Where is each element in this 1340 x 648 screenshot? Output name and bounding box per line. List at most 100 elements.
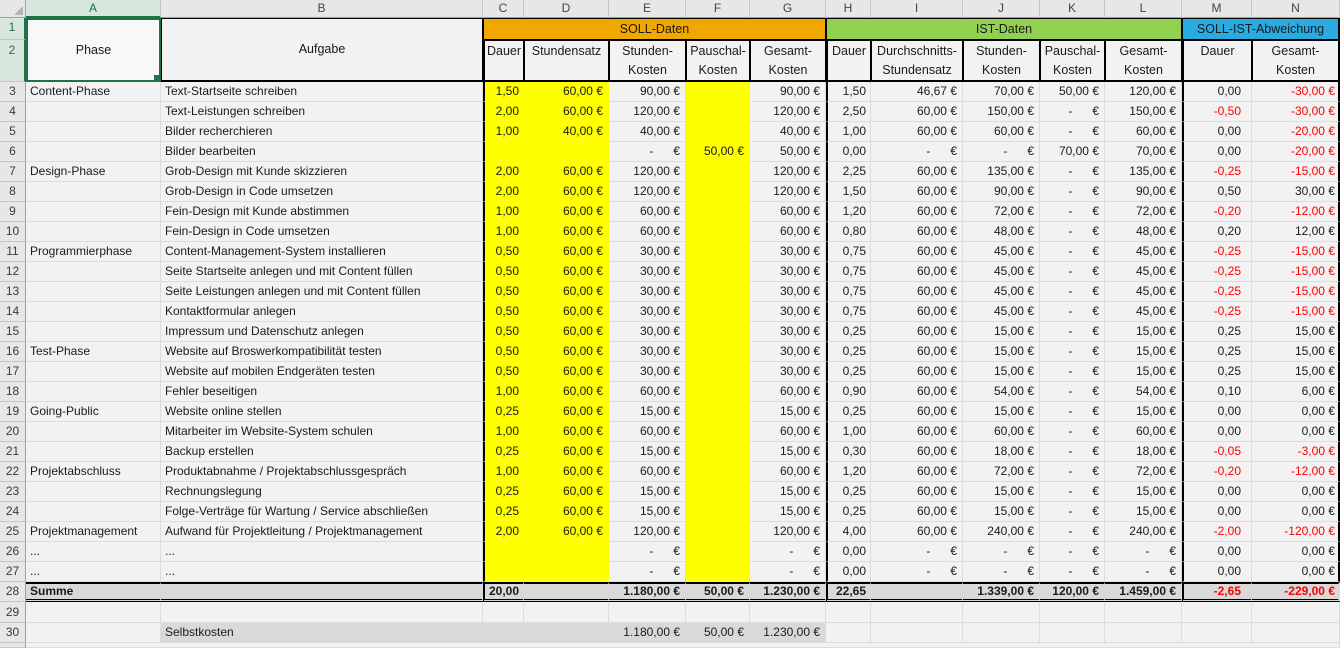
cell-soll-pauschalkosten[interactable] bbox=[686, 562, 750, 582]
cell-ist-gesamtkosten[interactable]: 90,00 € bbox=[1105, 182, 1182, 202]
row-header[interactable]: 5 bbox=[0, 122, 26, 142]
cell-phase[interactable] bbox=[26, 202, 161, 222]
empty-cell[interactable] bbox=[1182, 623, 1252, 643]
cell-soll-stundensatz[interactable]: 60,00 € bbox=[524, 442, 609, 462]
cell-abw-dauer[interactable]: -0,05 bbox=[1182, 442, 1252, 462]
cell-soll-dauer[interactable]: 0,50 bbox=[483, 262, 524, 282]
cell-soll-pauschalkosten[interactable] bbox=[686, 302, 750, 322]
cell-ist-pauschalkosten[interactable]: - € bbox=[1040, 402, 1105, 422]
cell-soll-stundensatz[interactable]: 60,00 € bbox=[524, 242, 609, 262]
cell-task[interactable]: Text-Leistungen schreiben bbox=[161, 102, 483, 122]
cell-ist-gesamtkosten[interactable]: 45,00 € bbox=[1105, 262, 1182, 282]
cell-phase[interactable] bbox=[26, 182, 161, 202]
empty-cell[interactable] bbox=[826, 623, 871, 643]
empty-cell[interactable] bbox=[524, 623, 609, 643]
empty-cell[interactable] bbox=[1182, 602, 1252, 623]
cell-abw-dauer[interactable]: -0,25 bbox=[1182, 282, 1252, 302]
cell-soll-stundensatz[interactable]: 40,00 € bbox=[524, 122, 609, 142]
cell-soll-pauschalkosten[interactable] bbox=[686, 402, 750, 422]
cell-ist-pauschalkosten[interactable]: - € bbox=[1040, 262, 1105, 282]
cell-soll-stundensatz[interactable]: 60,00 € bbox=[524, 362, 609, 382]
cell-abw-dauer[interactable]: 0,25 bbox=[1182, 322, 1252, 342]
cell-task[interactable]: Website online stellen bbox=[161, 402, 483, 422]
subheader-soll-gesamtkosten[interactable]: Gesamt- Kosten bbox=[750, 40, 826, 82]
empty-cell[interactable] bbox=[1040, 623, 1105, 643]
cell-ist-gesamtkosten[interactable]: 135,00 € bbox=[1105, 162, 1182, 182]
cell-ist-stundenkosten[interactable]: 48,00 € bbox=[963, 222, 1040, 242]
cell-ist-stundensatz[interactable]: 60,00 € bbox=[871, 462, 963, 482]
cell-soll-stundensatz[interactable] bbox=[524, 542, 609, 562]
cell-task[interactable]: Aufwand für Projektleitung / Projektmana… bbox=[161, 522, 483, 542]
cell-task[interactable]: ... bbox=[161, 562, 483, 582]
row-header[interactable]: 3 bbox=[0, 82, 26, 102]
cell-soll-gesamtkosten[interactable]: 60,00 € bbox=[750, 422, 826, 442]
cell-soll-pauschalkosten[interactable] bbox=[686, 382, 750, 402]
cell-ist-pauschalkosten[interactable]: - € bbox=[1040, 422, 1105, 442]
cell-soll-stundensatz[interactable]: 60,00 € bbox=[524, 202, 609, 222]
cell-ist-gesamtkosten[interactable]: 120,00 € bbox=[1105, 82, 1182, 102]
cell-soll-gesamtkosten[interactable]: 120,00 € bbox=[750, 162, 826, 182]
cell-soll-stundenkosten[interactable]: 15,00 € bbox=[609, 502, 686, 522]
cell-ist-gesamtkosten[interactable]: 240,00 € bbox=[1105, 522, 1182, 542]
cell-abw-gesamtkosten[interactable]: -15,00 € bbox=[1252, 162, 1340, 182]
cell-soll-stundensatz[interactable]: 60,00 € bbox=[524, 322, 609, 342]
empty-cell[interactable] bbox=[483, 602, 524, 623]
subheader-ist-pauschalkosten[interactable]: Pauschal- Kosten bbox=[1040, 40, 1105, 82]
column-header-K[interactable]: K bbox=[1040, 0, 1105, 18]
cell-ist-gesamtkosten[interactable]: 48,00 € bbox=[1105, 222, 1182, 242]
cell-ist-pauschalkosten[interactable]: - € bbox=[1040, 202, 1105, 222]
row-header-31[interactable] bbox=[0, 643, 26, 648]
cell-soll-pauschalkosten[interactable] bbox=[686, 482, 750, 502]
cell-soll-stundenkosten[interactable]: 120,00 € bbox=[609, 182, 686, 202]
cell-ist-dauer[interactable]: 0,25 bbox=[826, 322, 871, 342]
cell-phase[interactable] bbox=[26, 142, 161, 162]
summe-abw-gesamtkosten[interactable]: -229,00 € bbox=[1252, 582, 1340, 602]
cell-ist-dauer[interactable]: 1,20 bbox=[826, 462, 871, 482]
cell-soll-dauer[interactable] bbox=[483, 542, 524, 562]
cell-ist-dauer[interactable]: 1,50 bbox=[826, 182, 871, 202]
cell-soll-stundenkosten[interactable]: 90,00 € bbox=[609, 82, 686, 102]
summe-ist-gesamtkosten[interactable]: 1.459,00 € bbox=[1105, 582, 1182, 602]
cell-ist-stundensatz[interactable]: 60,00 € bbox=[871, 102, 963, 122]
cell-ist-stundenkosten[interactable]: 45,00 € bbox=[963, 302, 1040, 322]
cell-soll-dauer[interactable]: 0,50 bbox=[483, 362, 524, 382]
empty-cell[interactable] bbox=[609, 602, 686, 623]
cell-soll-stundenkosten[interactable]: 30,00 € bbox=[609, 342, 686, 362]
cell-soll-gesamtkosten[interactable]: - € bbox=[750, 562, 826, 582]
cell-soll-pauschalkosten[interactable] bbox=[686, 322, 750, 342]
cell-ist-pauschalkosten[interactable]: - € bbox=[1040, 482, 1105, 502]
cell-abw-dauer[interactable]: 0,00 bbox=[1182, 562, 1252, 582]
cell-ist-pauschalkosten[interactable]: - € bbox=[1040, 182, 1105, 202]
cell-ist-gesamtkosten[interactable]: 150,00 € bbox=[1105, 102, 1182, 122]
cell-soll-dauer[interactable]: 0,50 bbox=[483, 282, 524, 302]
cell-soll-stundenkosten[interactable]: 15,00 € bbox=[609, 482, 686, 502]
cell-task[interactable]: Seite Startseite anlegen und mit Content… bbox=[161, 262, 483, 282]
cell-task[interactable]: Fein-Design in Code umsetzen bbox=[161, 222, 483, 242]
cell-ist-stundenkosten[interactable]: 15,00 € bbox=[963, 362, 1040, 382]
cell-soll-stundensatz[interactable]: 60,00 € bbox=[524, 462, 609, 482]
cell-ist-stundenkosten[interactable]: 15,00 € bbox=[963, 482, 1040, 502]
selbstkosten-pauschalkosten[interactable]: 50,00 € bbox=[686, 623, 750, 643]
cell-abw-dauer[interactable]: -0,25 bbox=[1182, 262, 1252, 282]
cell-ist-stundenkosten[interactable]: 15,00 € bbox=[963, 322, 1040, 342]
empty-cell[interactable] bbox=[1252, 602, 1340, 623]
cell-abw-gesamtkosten[interactable]: 15,00 € bbox=[1252, 342, 1340, 362]
cell-ist-stundenkosten[interactable]: 72,00 € bbox=[963, 202, 1040, 222]
group-header-ist-daten[interactable]: IST-Daten bbox=[826, 18, 1182, 40]
cell-soll-dauer[interactable]: 0,25 bbox=[483, 502, 524, 522]
row-header[interactable]: 8 bbox=[0, 182, 26, 202]
cell-task[interactable]: Grob-Design mit Kunde skizzieren bbox=[161, 162, 483, 182]
cell-ist-stundensatz[interactable]: - € bbox=[871, 562, 963, 582]
cell-task[interactable]: Fein-Design mit Kunde abstimmen bbox=[161, 202, 483, 222]
cell-soll-pauschalkosten[interactable] bbox=[686, 102, 750, 122]
cell-task[interactable]: Website auf Broswerkompatibilität testen bbox=[161, 342, 483, 362]
cell-ist-gesamtkosten[interactable]: 60,00 € bbox=[1105, 122, 1182, 142]
cell-ist-pauschalkosten[interactable]: - € bbox=[1040, 122, 1105, 142]
cell-phase[interactable] bbox=[26, 102, 161, 122]
cell-phase[interactable]: Programmierphase bbox=[26, 242, 161, 262]
cell-soll-pauschalkosten[interactable] bbox=[686, 82, 750, 102]
cell-soll-stundensatz[interactable]: 60,00 € bbox=[524, 282, 609, 302]
cell-soll-stundenkosten[interactable]: 120,00 € bbox=[609, 102, 686, 122]
cell-phase[interactable] bbox=[26, 502, 161, 522]
cell-ist-pauschalkosten[interactable]: - € bbox=[1040, 342, 1105, 362]
